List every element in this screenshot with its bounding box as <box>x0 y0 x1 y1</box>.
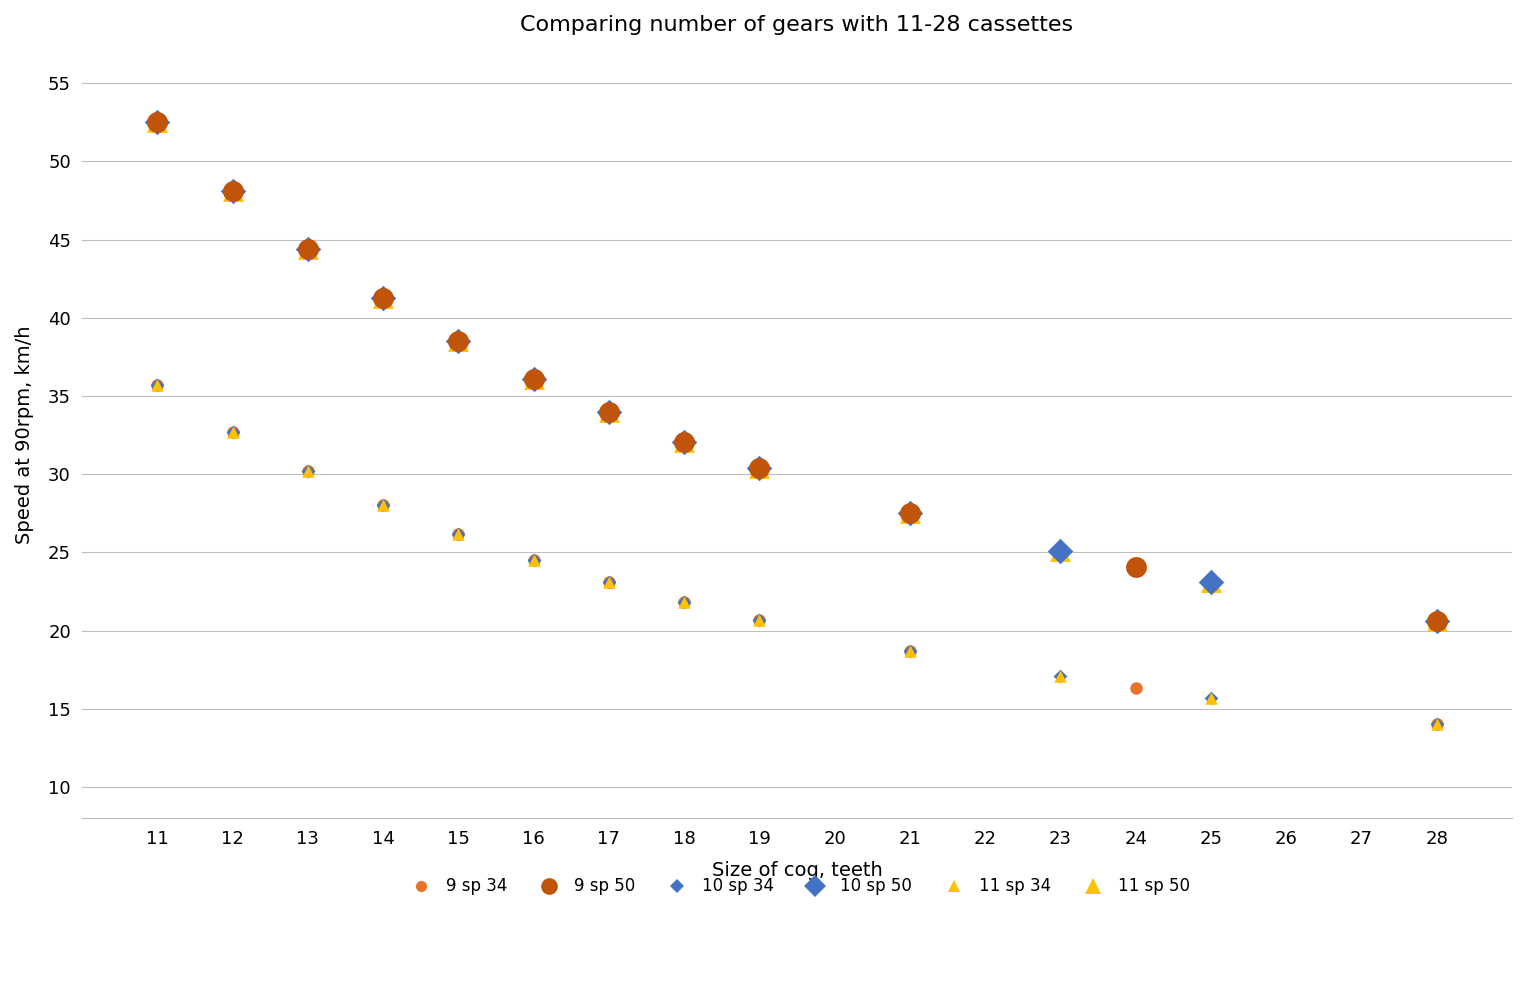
Point <box>672 434 696 450</box>
Point <box>1425 613 1449 629</box>
Point <box>597 574 621 590</box>
Point <box>521 371 545 387</box>
Point <box>296 240 321 256</box>
Point <box>446 526 470 542</box>
Point <box>898 643 922 659</box>
Point <box>747 612 771 628</box>
Point <box>1425 716 1449 732</box>
Point <box>597 404 621 420</box>
Point <box>1199 690 1223 706</box>
Point <box>296 463 321 479</box>
Point <box>220 182 244 198</box>
Point <box>1425 716 1449 732</box>
Point <box>747 460 771 476</box>
Point <box>597 574 621 590</box>
Point <box>145 115 169 131</box>
Point <box>1199 574 1223 590</box>
Point <box>1425 716 1449 732</box>
Point <box>672 434 696 450</box>
Point <box>597 404 621 420</box>
Point <box>1048 669 1072 685</box>
Point <box>371 290 395 306</box>
Point <box>1425 613 1449 629</box>
Point <box>1199 574 1223 590</box>
Point <box>220 182 244 198</box>
Point <box>597 404 621 420</box>
Point <box>521 551 545 567</box>
Point <box>371 290 395 306</box>
Point <box>521 371 545 387</box>
Legend: 9 sp 34, 9 sp 50, 10 sp 34, 10 sp 50, 11 sp 34, 11 sp 50: 9 sp 34, 9 sp 50, 10 sp 34, 10 sp 50, 11… <box>397 870 1197 902</box>
Point <box>1048 669 1072 685</box>
Point <box>672 594 696 610</box>
Point <box>1425 613 1449 629</box>
Point <box>898 643 922 659</box>
Point <box>446 526 470 542</box>
Point <box>220 424 244 440</box>
Point <box>145 377 169 393</box>
Point <box>672 594 696 610</box>
Point <box>1199 690 1223 706</box>
Point <box>371 290 395 306</box>
Point <box>371 497 395 512</box>
Point <box>145 115 169 131</box>
Point <box>296 240 321 256</box>
Point <box>220 424 244 440</box>
Point <box>747 460 771 476</box>
Point <box>220 182 244 198</box>
Point <box>371 497 395 512</box>
Point <box>1048 542 1072 558</box>
Point <box>220 424 244 440</box>
Point <box>521 371 545 387</box>
Point <box>898 505 922 521</box>
Point <box>597 574 621 590</box>
Point <box>1124 559 1148 575</box>
Point <box>747 460 771 476</box>
Point <box>145 377 169 393</box>
Point <box>1124 680 1148 696</box>
Point <box>296 240 321 256</box>
Point <box>747 612 771 628</box>
Point <box>672 594 696 610</box>
Point <box>371 497 395 512</box>
Point <box>446 333 470 349</box>
Point <box>521 551 545 567</box>
Point <box>521 551 545 567</box>
Point <box>898 505 922 521</box>
Point <box>296 463 321 479</box>
Point <box>446 333 470 349</box>
Point <box>747 612 771 628</box>
Y-axis label: Speed at 90rpm, km/h: Speed at 90rpm, km/h <box>15 326 34 544</box>
Point <box>898 505 922 521</box>
Point <box>672 434 696 450</box>
Point <box>145 115 169 131</box>
Point <box>898 643 922 659</box>
Title: Comparing number of gears with 11-28 cassettes: Comparing number of gears with 11-28 cas… <box>521 15 1073 35</box>
Point <box>145 377 169 393</box>
X-axis label: Size of cog, teeth: Size of cog, teeth <box>712 861 883 880</box>
Point <box>446 526 470 542</box>
Point <box>1048 542 1072 558</box>
Point <box>446 333 470 349</box>
Point <box>296 463 321 479</box>
